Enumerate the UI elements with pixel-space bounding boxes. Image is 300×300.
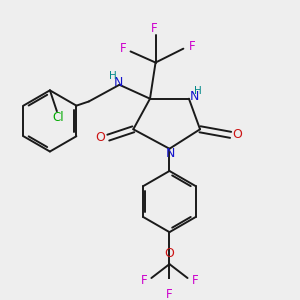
- Text: O: O: [164, 247, 174, 260]
- Text: F: F: [166, 288, 173, 300]
- Text: Cl: Cl: [52, 111, 64, 124]
- Text: O: O: [232, 128, 242, 141]
- Text: F: F: [119, 42, 126, 55]
- Text: N: N: [113, 76, 123, 88]
- Text: F: F: [191, 274, 198, 287]
- Text: O: O: [96, 131, 106, 144]
- Text: N: N: [190, 90, 199, 103]
- Text: F: F: [188, 40, 195, 53]
- Text: H: H: [109, 71, 116, 81]
- Text: N: N: [166, 147, 176, 160]
- Text: F: F: [141, 274, 148, 287]
- Text: H: H: [194, 86, 202, 96]
- Text: F: F: [151, 22, 158, 35]
